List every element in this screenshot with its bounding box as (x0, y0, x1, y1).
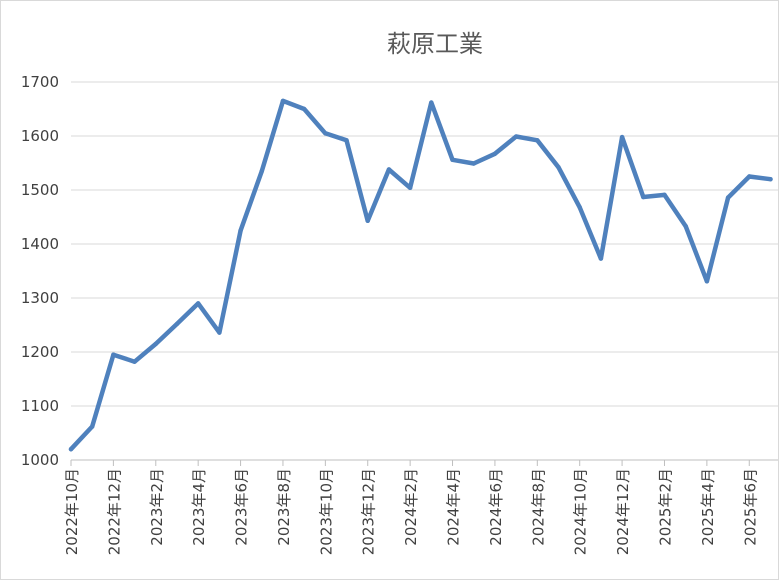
x-axis-tick-labels: 2022年10月 2022年12月 2023年2月 2023年4月 2023年6月 202… (63, 460, 759, 555)
data-point (619, 134, 625, 140)
data-point (747, 174, 752, 179)
x-tick-label: 2024年8月 (529, 468, 547, 546)
data-point (556, 165, 561, 170)
data-point (725, 195, 731, 200)
x-tick-label: 2024年10月 (572, 468, 590, 555)
y-tick-label: 1200 (21, 343, 59, 361)
x-tick-label: 2023年2月 (148, 468, 166, 546)
data-point (365, 218, 370, 223)
x-tick-label: 2025年6月 (741, 468, 759, 546)
series-line (68, 98, 773, 452)
x-tick-label: 2025年4月 (699, 468, 717, 546)
data-point (323, 131, 328, 136)
y-tick-label: 1600 (21, 127, 59, 145)
data-point (598, 256, 604, 261)
data-point (513, 134, 519, 139)
x-tick-label: 2024年2月 (402, 468, 420, 546)
data-point (132, 359, 137, 364)
data-point (768, 177, 773, 182)
data-point (683, 223, 688, 229)
data-point (492, 151, 498, 157)
y-tick-label: 1100 (21, 397, 59, 415)
x-tick-label: 2023年12月 (360, 468, 378, 555)
data-point (429, 100, 434, 105)
data-point (195, 301, 201, 306)
data-point (217, 330, 222, 335)
data-point (89, 424, 95, 429)
y-axis-tick-labels: 1000 1100 1200 1300 1400 1500 1600 1700 (21, 73, 59, 469)
data-point (280, 98, 286, 104)
x-tick-label: 2025年2月 (656, 468, 674, 546)
chart-title: 萩原工業 (387, 30, 483, 58)
x-tick-label: 2024年4月 (445, 468, 463, 546)
data-point (153, 341, 158, 347)
data-point (577, 205, 582, 210)
series-layer (68, 98, 773, 452)
data-point (471, 161, 476, 166)
y-tick-label: 1700 (21, 73, 59, 91)
data-point (344, 138, 349, 143)
x-tick-label: 2023年6月 (233, 468, 251, 546)
data-point (386, 167, 392, 172)
data-point (704, 279, 710, 284)
data-point (238, 228, 243, 233)
x-tick-label: 2024年6月 (487, 468, 505, 546)
data-point (641, 194, 646, 200)
gridlines (71, 81, 778, 461)
data-point (301, 106, 307, 112)
x-tick-label: 2023年10月 (317, 468, 335, 555)
x-tick-label: 2022年12月 (105, 468, 123, 555)
data-point (111, 352, 116, 357)
data-point (662, 192, 667, 198)
data-point (174, 321, 180, 327)
x-tick-label: 2023年4月 (190, 468, 208, 546)
data-point (407, 185, 413, 191)
y-tick-label: 1300 (21, 289, 59, 307)
data-point (68, 447, 74, 452)
y-tick-label: 1500 (21, 181, 59, 199)
x-tick-label: 2023年8月 (275, 468, 293, 546)
data-point (535, 138, 540, 143)
data-point (259, 168, 264, 174)
x-tick-label: 2022年10月 (63, 468, 81, 555)
x-tick-label: 2024年12月 (614, 468, 632, 555)
data-point (450, 157, 455, 162)
y-tick-label: 1000 (21, 451, 59, 469)
y-tick-label: 1400 (21, 235, 59, 253)
